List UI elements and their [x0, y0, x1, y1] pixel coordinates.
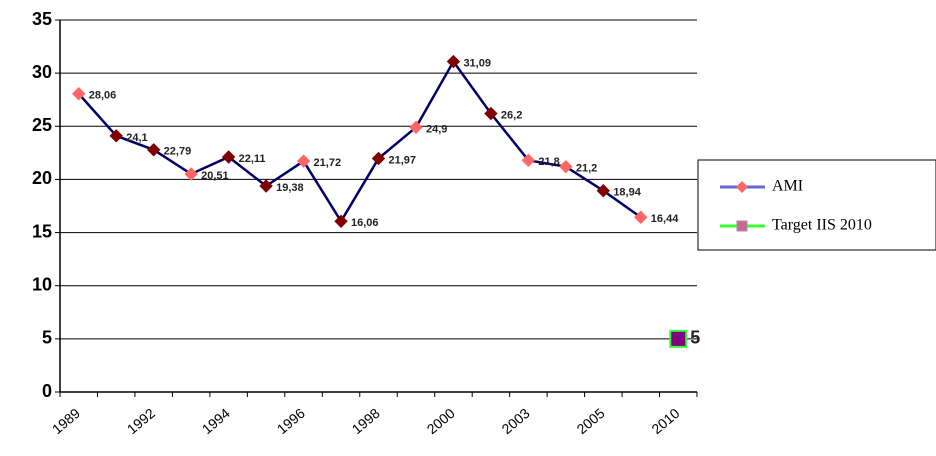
data-label: 28,06 — [89, 90, 117, 102]
y-tick-label: 35 — [32, 9, 52, 29]
marker — [596, 183, 611, 198]
data-label: 22,79 — [164, 146, 192, 158]
y-tick-label: 30 — [32, 62, 52, 82]
marker — [521, 153, 536, 168]
marker — [184, 167, 198, 181]
marker — [634, 210, 648, 224]
marker — [146, 143, 161, 157]
marker — [446, 54, 461, 69]
data-label: 19,38 — [276, 182, 304, 194]
marker — [484, 106, 498, 121]
y-tick-label: 10 — [32, 274, 52, 294]
y-tick-label: 0 — [42, 381, 52, 401]
data-label: 26,2 — [501, 109, 522, 121]
y-tick-label: 20 — [32, 168, 52, 188]
data-label: 21,97 — [389, 154, 417, 166]
marker — [72, 87, 86, 101]
data-label: 21,2 — [576, 163, 597, 175]
data-label: 22,11 — [239, 153, 266, 165]
legend-label: AMI — [772, 178, 803, 195]
data-label: 16,44 — [651, 213, 679, 225]
data-label: 20,51 — [201, 170, 229, 182]
legend-box — [697, 159, 936, 251]
marker — [334, 214, 348, 229]
data-label: 24,1 — [126, 132, 147, 144]
series-line — [77, 59, 642, 224]
data-label: 21,8 — [538, 156, 559, 168]
marker — [259, 179, 273, 193]
y-tick-label: 5 — [42, 328, 52, 348]
legend-label: Target IIS 2010 — [772, 217, 872, 234]
marker — [559, 159, 573, 174]
marker — [221, 150, 236, 164]
marker — [371, 151, 386, 166]
data-label: 31,09 — [463, 57, 491, 69]
marker — [409, 120, 423, 135]
y-tick-label: 25 — [32, 115, 52, 135]
legend-marker — [736, 220, 748, 232]
data-label: 24,9 — [426, 123, 447, 135]
y-tick-label: 15 — [32, 221, 52, 241]
marker — [669, 329, 688, 348]
marker — [109, 129, 123, 143]
data-label: 21,72 — [314, 157, 342, 169]
data-label: 16,06 — [351, 217, 379, 229]
data-label: 18,94 — [613, 187, 641, 199]
legend-marker — [736, 181, 748, 193]
data-label: 5 — [690, 328, 700, 348]
marker — [296, 154, 311, 168]
